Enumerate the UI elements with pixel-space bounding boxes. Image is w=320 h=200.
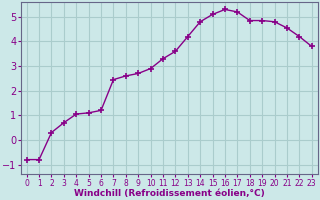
X-axis label: Windchill (Refroidissement éolien,°C): Windchill (Refroidissement éolien,°C) [74, 189, 265, 198]
